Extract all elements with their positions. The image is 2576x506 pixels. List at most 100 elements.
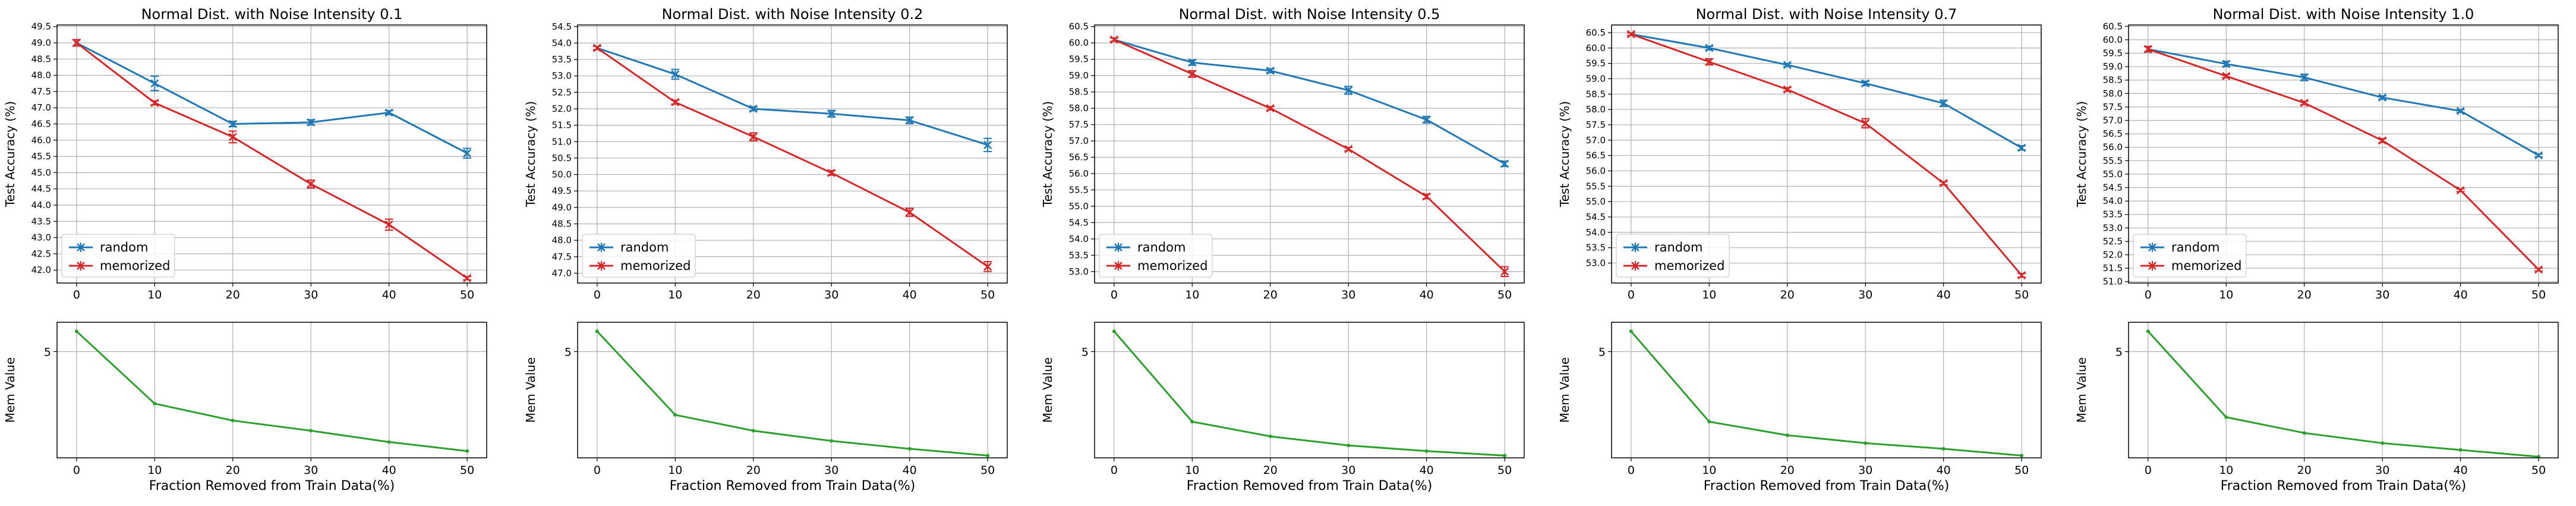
x-tick-label: 10 <box>1185 288 1199 301</box>
x-tick-label: 20 <box>746 464 761 477</box>
data-point-memorized <box>1861 119 1870 128</box>
x-tick-label: 10 <box>147 464 162 477</box>
y-axis-label: Test Accuracy (%) <box>2074 101 2089 208</box>
y-axis-label: Mem Value <box>2074 357 2089 423</box>
y-tick-label: 57.0 <box>1586 135 1606 146</box>
y-tick-label: 53.5 <box>1586 243 1606 253</box>
plot-frame <box>2128 24 2559 284</box>
y-tick-label: 55.0 <box>1069 201 1089 212</box>
x-tick-label: 40 <box>2454 288 2468 301</box>
data-point-memorized <box>2143 45 2152 54</box>
y-tick-label: 56.5 <box>1586 150 1606 161</box>
x-tick-label: 10 <box>668 288 682 301</box>
y-tick-label: 57.0 <box>1069 136 1089 146</box>
y-tick-label: 56.5 <box>2103 128 2123 139</box>
legend-label-random: random <box>1137 240 1185 254</box>
data-point-memorized <box>1422 192 1431 201</box>
data-point-memorized <box>1109 35 1118 44</box>
chart-title: Normal Dist. with Noise Intensity 1.0 <box>2213 6 2474 23</box>
legend-marker-random <box>77 243 85 252</box>
y-tick-label: 52.0 <box>552 103 572 114</box>
y-tick-label: 59.5 <box>1069 54 1089 65</box>
y-tick-label: 47.0 <box>552 268 572 278</box>
data-point-mem <box>1190 420 1194 424</box>
data-point-memorized <box>905 208 914 217</box>
data-point-memorized <box>2378 136 2387 145</box>
legend-marker-memorized <box>2148 262 2156 270</box>
series-line-memorized <box>1114 39 1506 272</box>
series-line-random <box>76 42 468 154</box>
x-tick-label: 50 <box>2531 288 2546 301</box>
data-point-memorized <box>592 43 601 52</box>
data-point-memorized <box>463 274 472 282</box>
y-tick-label: 58.5 <box>1069 87 1089 98</box>
series-line-memorized <box>75 42 468 279</box>
x-tick-label: 20 <box>2297 464 2312 477</box>
data-point-random <box>983 140 992 149</box>
data-point-random <box>2300 73 2309 82</box>
x-tick-label: 30 <box>1858 464 1872 477</box>
legend-marker-random <box>1114 243 1123 252</box>
y-tick-label: 49.0 <box>552 202 572 213</box>
y-tick-label: 50.5 <box>552 153 572 164</box>
y-tick-label: 58.0 <box>1069 103 1089 114</box>
y-tick-label: 57.5 <box>2103 102 2123 112</box>
y-tick-label: 51.0 <box>2103 276 2123 287</box>
data-point-memorized <box>2456 186 2465 194</box>
x-tick-label: 0 <box>594 288 601 301</box>
x-tick-label: 30 <box>2375 464 2389 477</box>
y-tick-label: 60.5 <box>2103 21 2123 32</box>
y-tick-label: 47.0 <box>31 102 51 113</box>
x-tick-label: 40 <box>382 464 396 477</box>
data-point-mem <box>1268 434 1272 438</box>
data-point-memorized <box>2300 99 2309 108</box>
y-tick-label: 45.0 <box>31 167 51 178</box>
y-axis-label: Test Accuracy (%) <box>524 101 538 208</box>
data-point-memorized <box>2222 71 2231 80</box>
x-tick-label: 40 <box>1937 288 1951 301</box>
data-point-memorized <box>827 168 836 177</box>
data-point-memorized <box>983 262 992 271</box>
data-point-random <box>1344 86 1353 95</box>
data-point-memorized <box>1626 30 1635 39</box>
chart-title: Normal Dist. with Noise Intensity 0.5 <box>1179 6 1440 23</box>
legend-label-memorized: memorized <box>1654 259 1724 273</box>
chart-title: Normal Dist. with Noise Intensity 0.2 <box>662 6 923 23</box>
y-tick-label: 52.0 <box>2103 250 2123 260</box>
y-tick-label: 60.5 <box>1586 27 1606 38</box>
y-tick-label: 54.5 <box>1586 212 1606 222</box>
y-tick-label: 48.5 <box>552 218 572 229</box>
data-point-mem <box>1629 329 1633 334</box>
x-tick-label: 0 <box>73 464 80 477</box>
y-tick-label: 59.5 <box>2103 48 2123 58</box>
y-tick-label: 5 <box>1082 345 1089 359</box>
data-point-memorized <box>1188 70 1197 78</box>
data-point-memorized <box>384 220 393 229</box>
data-point-mem <box>2020 454 2024 458</box>
data-point-mem <box>1864 441 1868 445</box>
y-axis-label: Mem Value <box>1557 357 1572 423</box>
y-tick-label: 55.5 <box>2103 155 2123 166</box>
series-line-memorized <box>597 47 988 268</box>
x-tick-label: 50 <box>1497 288 1512 301</box>
data-point-mem <box>751 429 755 433</box>
y-axis-label: Test Accuracy (%) <box>1041 101 1055 208</box>
data-point-mem <box>1112 329 1116 334</box>
y-tick-label: 53.5 <box>552 54 572 65</box>
data-point-memorized <box>1705 58 1714 66</box>
y-tick-label: 60.0 <box>2103 34 2123 45</box>
y-tick-label: 55.5 <box>1586 181 1606 191</box>
data-point-random <box>2534 151 2543 160</box>
y-tick-label: 53.0 <box>552 71 572 81</box>
data-point-mem <box>2380 441 2385 445</box>
y-tick-label: 52.5 <box>552 87 572 98</box>
data-point-mem <box>907 447 912 451</box>
data-point-mem <box>2224 415 2228 419</box>
data-point-random <box>1422 115 1431 124</box>
y-tick-label: 55.0 <box>1586 196 1606 207</box>
data-point-random <box>463 149 472 158</box>
data-point-mem <box>153 401 157 406</box>
y-tick-label: 53.0 <box>2103 222 2123 233</box>
data-point-mem <box>1785 433 1789 437</box>
data-point-mem <box>595 329 599 334</box>
